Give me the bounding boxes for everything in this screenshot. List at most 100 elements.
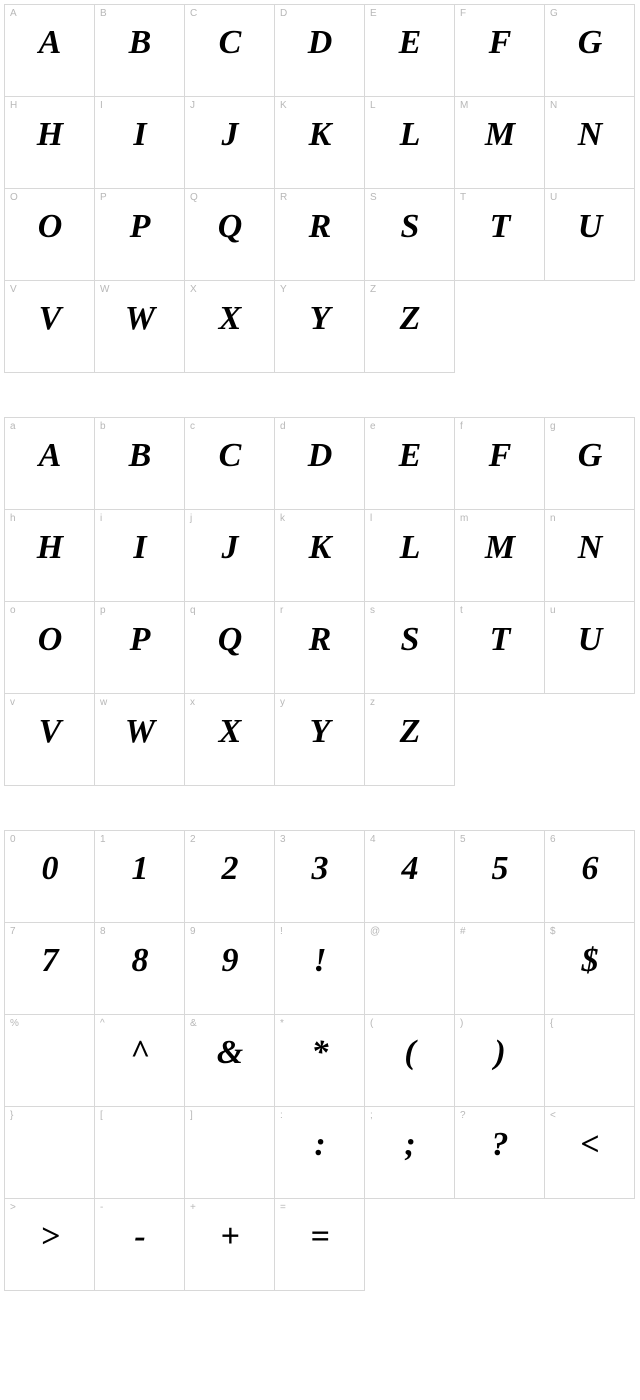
glyph-cell[interactable]: CC <box>185 5 275 97</box>
glyph-cell[interactable]: $$ <box>545 923 635 1015</box>
glyph-cell[interactable]: 22 <box>185 831 275 923</box>
glyph-cell[interactable]: jJ <box>185 510 275 602</box>
glyph-cell[interactable]: sS <box>365 602 455 694</box>
glyph-cell[interactable]: rR <box>275 602 365 694</box>
glyph-cell[interactable]: eE <box>365 418 455 510</box>
glyph-label: V <box>10 284 17 295</box>
glyph-cell[interactable]: wW <box>95 694 185 786</box>
glyph-cell[interactable]: && <box>185 1015 275 1107</box>
glyph-cell[interactable]: % <box>5 1015 95 1107</box>
glyph-label: 9 <box>190 926 196 937</box>
glyph-cell[interactable]: ;; <box>365 1107 455 1199</box>
glyph-preview: 7 <box>5 941 94 981</box>
glyph-cell[interactable]: :: <box>275 1107 365 1199</box>
glyph-label: N <box>550 100 557 111</box>
glyph-label: 0 <box>10 834 16 845</box>
glyph-cell[interactable]: 55 <box>455 831 545 923</box>
glyph-cell[interactable]: JJ <box>185 97 275 189</box>
glyph-cell[interactable]: YY <box>275 281 365 373</box>
glyph-cell[interactable]: NN <box>545 97 635 189</box>
glyph-cell[interactable]: 77 <box>5 923 95 1015</box>
glyph-cell[interactable]: tT <box>455 602 545 694</box>
glyph-label: j <box>190 513 192 524</box>
glyph-cell[interactable]: FF <box>455 5 545 97</box>
glyph-label: C <box>190 8 197 19</box>
glyph-cell[interactable]: hH <box>5 510 95 602</box>
glyph-label: ^ <box>100 1018 105 1029</box>
glyph-cell[interactable]: 11 <box>95 831 185 923</box>
glyph-cell[interactable]: ++ <box>185 1199 275 1291</box>
glyph-preview: N <box>545 115 634 155</box>
glyph-cell[interactable]: II <box>95 97 185 189</box>
glyph-cell[interactable]: GG <box>545 5 635 97</box>
glyph-cell[interactable]: 66 <box>545 831 635 923</box>
glyph-cell[interactable]: uU <box>545 602 635 694</box>
glyph-cell[interactable]: } <box>5 1107 95 1199</box>
glyph-cell[interactable]: vV <box>5 694 95 786</box>
glyph-cell[interactable]: KK <box>275 97 365 189</box>
glyph-cell[interactable]: TT <box>455 189 545 281</box>
glyph-preview: * <box>275 1033 364 1073</box>
glyph-cell[interactable]: XX <box>185 281 275 373</box>
glyph-cell[interactable]: { <box>545 1015 635 1107</box>
glyph-cell[interactable]: 00 <box>5 831 95 923</box>
glyph-cell[interactable]: HH <box>5 97 95 189</box>
glyph-cell[interactable]: kK <box>275 510 365 602</box>
glyph-label: ; <box>370 1110 373 1121</box>
glyph-label: s <box>370 605 375 616</box>
glyph-cell[interactable]: (( <box>365 1015 455 1107</box>
glyph-cell[interactable]: oO <box>5 602 95 694</box>
glyph-cell[interactable]: PP <box>95 189 185 281</box>
glyph-cell[interactable]: -- <box>95 1199 185 1291</box>
glyph-cell[interactable]: gG <box>545 418 635 510</box>
glyph-cell[interactable]: VV <box>5 281 95 373</box>
glyph-cell[interactable]: dD <box>275 418 365 510</box>
glyph-preview: 4 <box>365 849 454 889</box>
glyph-cell[interactable]: [ <box>95 1107 185 1199</box>
glyph-cell[interactable]: 33 <box>275 831 365 923</box>
glyph-cell[interactable]: ZZ <box>365 281 455 373</box>
glyph-cell[interactable]: ] <box>185 1107 275 1199</box>
glyph-cell[interactable]: zZ <box>365 694 455 786</box>
glyph-label: J <box>190 100 195 111</box>
glyph-cell[interactable]: << <box>545 1107 635 1199</box>
glyph-cell[interactable]: BB <box>95 5 185 97</box>
glyph-label: L <box>370 100 376 111</box>
glyph-cell[interactable]: 88 <box>95 923 185 1015</box>
glyph-cell[interactable]: pP <box>95 602 185 694</box>
glyph-cell[interactable]: yY <box>275 694 365 786</box>
glyph-cell[interactable]: RR <box>275 189 365 281</box>
glyph-cell[interactable]: ** <box>275 1015 365 1107</box>
glyph-cell[interactable]: AA <box>5 5 95 97</box>
glyph-cell[interactable]: ?? <box>455 1107 545 1199</box>
glyph-cell[interactable]: UU <box>545 189 635 281</box>
glyph-cell[interactable]: QQ <box>185 189 275 281</box>
glyph-cell[interactable]: aA <box>5 418 95 510</box>
glyph-cell[interactable]: cC <box>185 418 275 510</box>
glyph-cell[interactable]: MM <box>455 97 545 189</box>
glyph-cell[interactable]: 99 <box>185 923 275 1015</box>
glyph-cell[interactable]: mM <box>455 510 545 602</box>
glyph-cell[interactable]: lL <box>365 510 455 602</box>
glyph-cell[interactable]: DD <box>275 5 365 97</box>
glyph-cell[interactable]: nN <box>545 510 635 602</box>
glyph-cell[interactable]: EE <box>365 5 455 97</box>
glyph-cell[interactable]: SS <box>365 189 455 281</box>
glyph-cell[interactable]: ^^ <box>95 1015 185 1107</box>
glyph-cell[interactable]: OO <box>5 189 95 281</box>
glyph-cell[interactable]: fF <box>455 418 545 510</box>
glyph-cell[interactable]: # <box>455 923 545 1015</box>
glyph-cell[interactable]: !! <box>275 923 365 1015</box>
glyph-cell[interactable]: qQ <box>185 602 275 694</box>
glyph-cell[interactable]: )) <box>455 1015 545 1107</box>
glyph-cell[interactable]: 44 <box>365 831 455 923</box>
glyph-cell[interactable]: >> <box>5 1199 95 1291</box>
glyph-cell[interactable]: WW <box>95 281 185 373</box>
glyph-preview: & <box>185 1033 274 1073</box>
glyph-cell[interactable]: == <box>275 1199 365 1291</box>
glyph-cell[interactable]: @ <box>365 923 455 1015</box>
glyph-cell[interactable]: xX <box>185 694 275 786</box>
glyph-cell[interactable]: bB <box>95 418 185 510</box>
glyph-cell[interactable]: iI <box>95 510 185 602</box>
glyph-cell[interactable]: LL <box>365 97 455 189</box>
